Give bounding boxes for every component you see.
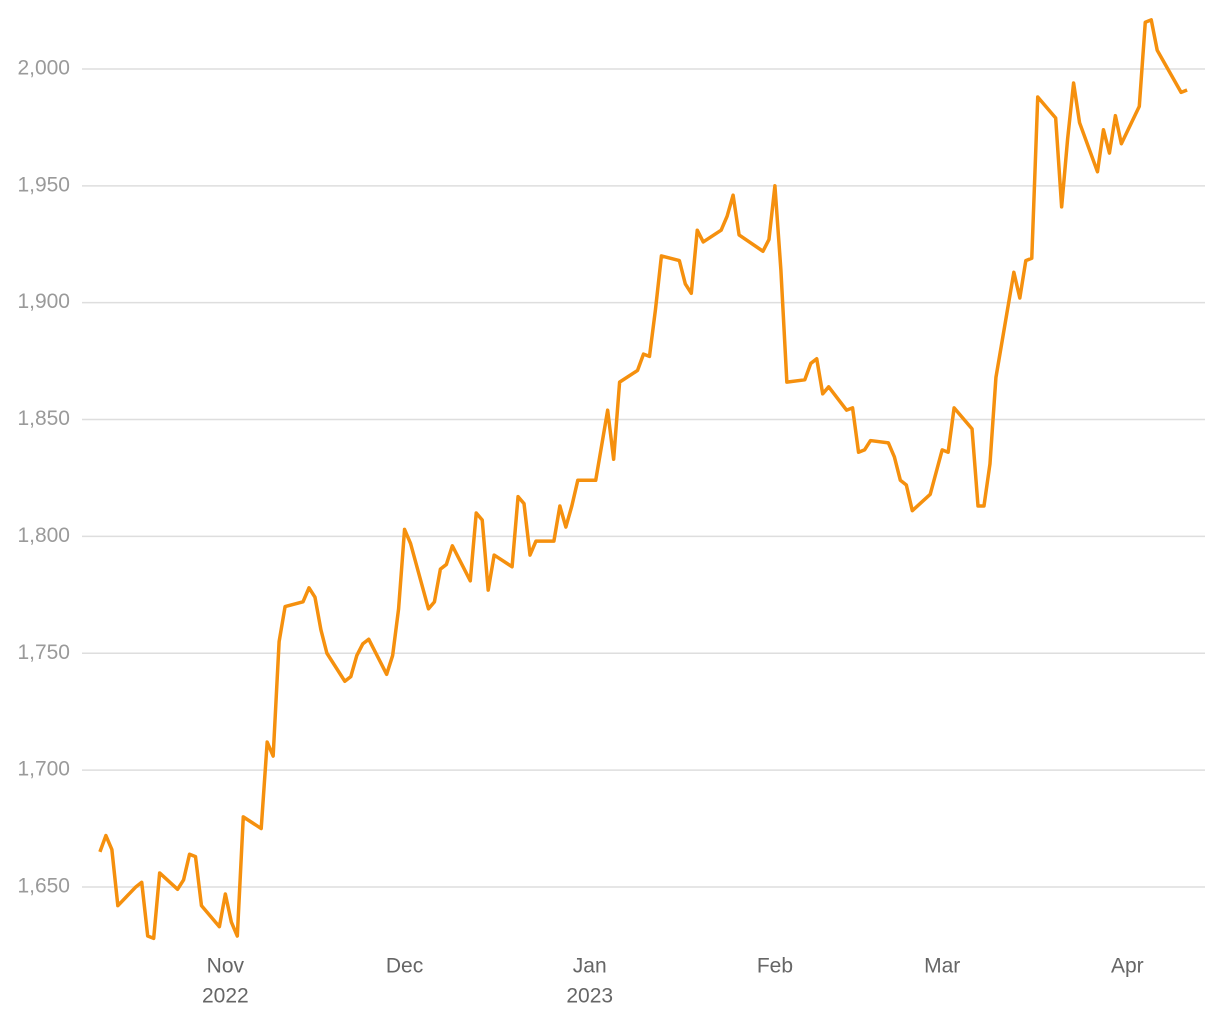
price-line (98, 18, 1188, 941)
y-tick-label: 1,800 (17, 524, 70, 547)
y-tick-label: 1,900 (17, 290, 70, 313)
x-tick-label: Feb (757, 955, 793, 978)
y-tick-label: 1,650 (17, 875, 70, 898)
x-tick-label: Jan (573, 955, 607, 978)
x-tick-label: Apr (1111, 955, 1144, 978)
y-tick-label: 1,700 (17, 758, 70, 781)
x-tick-label: 2023 (566, 985, 613, 1008)
y-tick-label: 2,000 (17, 57, 70, 80)
x-tick-label: Mar (924, 955, 960, 978)
x-tick-label: Nov (207, 955, 245, 978)
y-tick-label: 1,750 (17, 641, 70, 664)
y-tick-label: 1,950 (17, 173, 70, 196)
y-tick-label: 1,850 (17, 407, 70, 430)
x-tick-label: Dec (386, 955, 423, 978)
x-tick-label: 2022 (202, 985, 249, 1008)
